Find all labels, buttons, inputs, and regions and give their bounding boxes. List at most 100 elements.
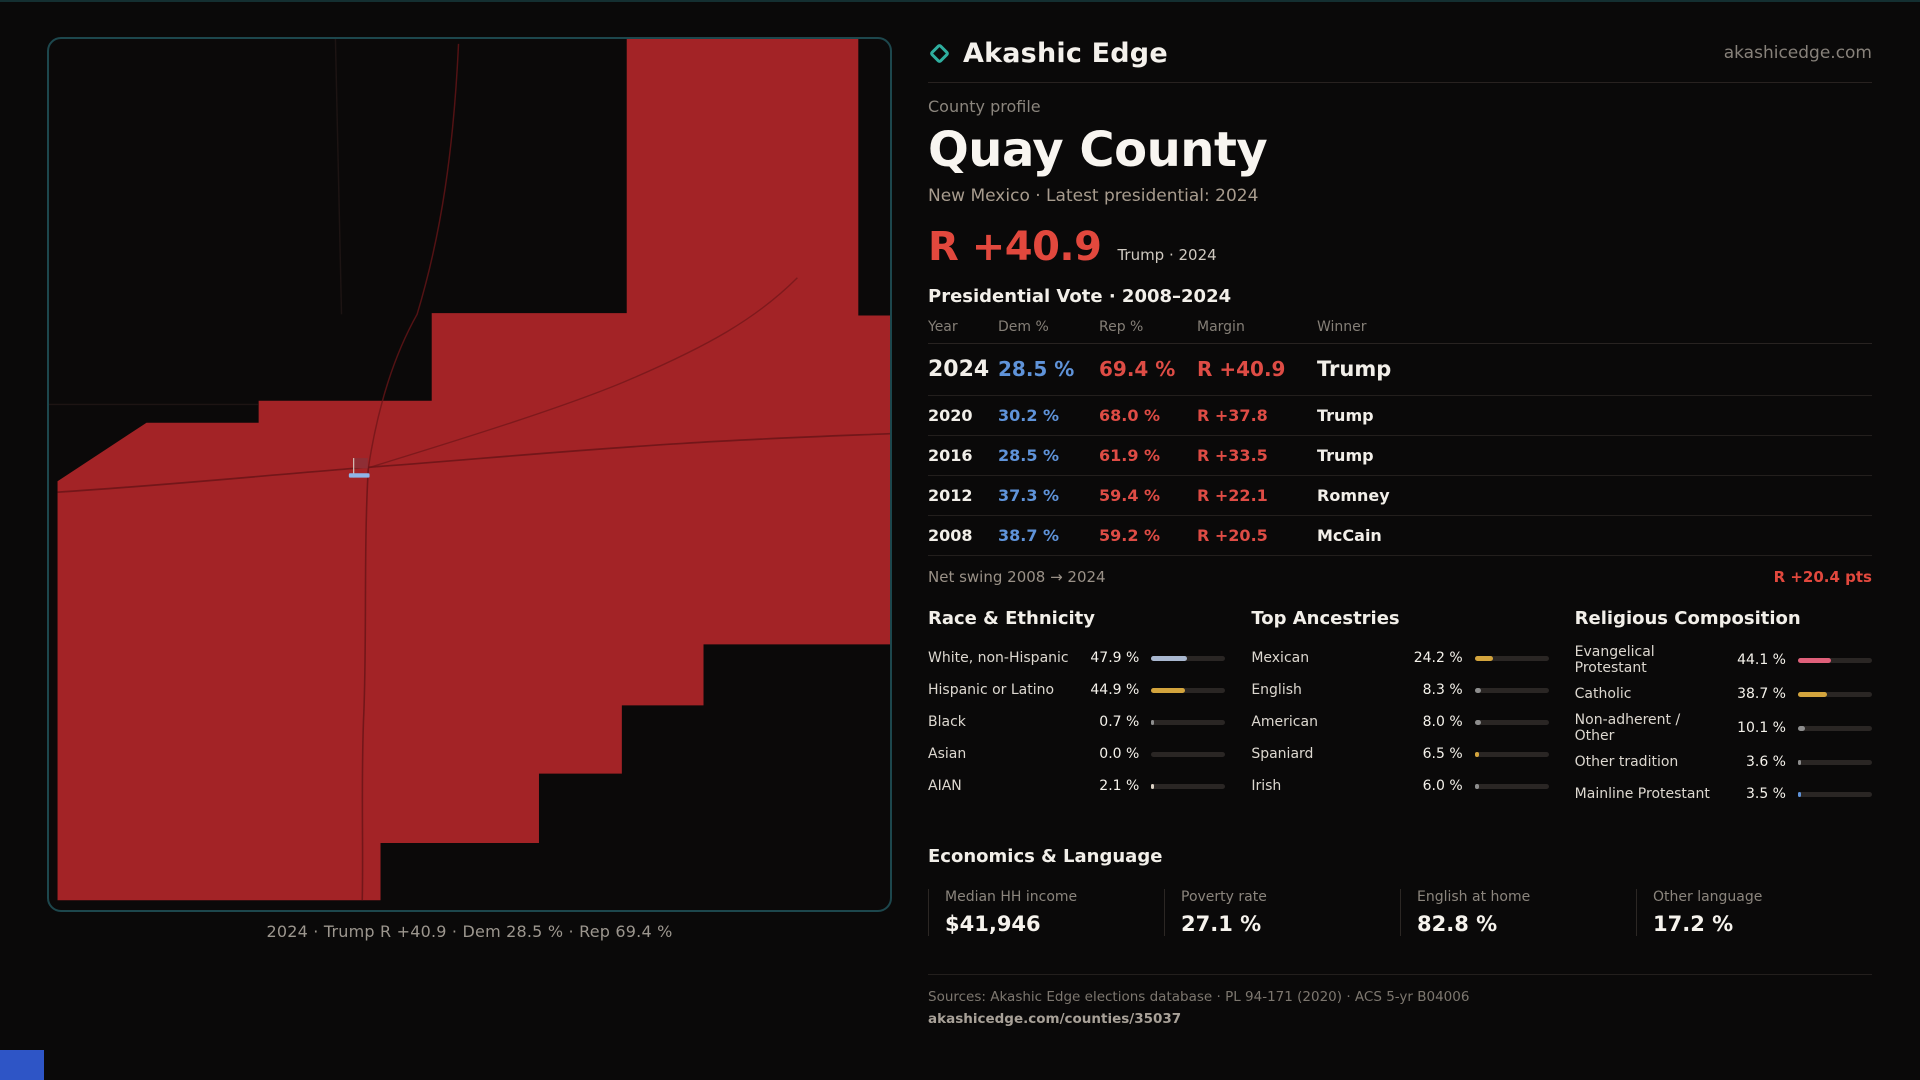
headline-margin-note: Trump · 2024 <box>1117 246 1217 264</box>
demo-bar-fill <box>1474 751 1480 757</box>
demo-bar <box>1474 783 1549 789</box>
stat: English at home 82.8 % <box>1400 889 1636 937</box>
demo-section-title: Top Ancestries <box>1251 608 1400 629</box>
demo-value: 3.6 % <box>1745 754 1786 771</box>
demo-value: 0.7 % <box>1099 714 1140 730</box>
economics-stats-row: Median HH income $41,946 Poverty rate 27.1 … <box>928 889 1872 937</box>
demo-row: White, non-Hispanic 47.9 % <box>928 642 1226 674</box>
demo-bar-fill <box>1798 691 1827 697</box>
stat-label: Median HH income <box>945 889 1078 906</box>
stat-label: Other language <box>1653 889 1763 906</box>
demo-bar <box>1151 751 1226 757</box>
county-map-frame <box>47 37 892 912</box>
vote-row-2024: 2024 28.5 % 69.4 % R +40.9 Trump <box>928 344 1872 396</box>
stat-label: English at home <box>1417 889 1531 906</box>
vote-table-header: Year Dem % Rep % Margin Winner <box>928 319 1872 344</box>
demo-label: Spaniard <box>1251 745 1314 762</box>
demo-row: Mainline Protestant 3.5 % <box>1575 778 1872 810</box>
vote-cell-winner: Trump <box>1317 406 1374 425</box>
demo-label: Mainline Protestant <box>1574 786 1710 803</box>
demo-label: English <box>1251 681 1302 698</box>
vote-cell-year: 2008 <box>928 526 973 545</box>
vote-cell-rep: 69.4 % <box>1099 357 1176 381</box>
net-swing-row: Net swing 2008 → 2024 R +20.4 pts <box>928 568 1872 586</box>
vote-cell-dem: 30.2 % <box>998 406 1060 425</box>
demo-row: AIAN 2.1 % <box>928 770 1226 802</box>
demo-value: 24.2 % <box>1413 650 1463 666</box>
vote-cell-rep: 68.0 % <box>1099 406 1161 425</box>
footer-permalink-link[interactable]: akashicedge.com/counties/35037 <box>928 1011 1182 1028</box>
vote-cell-rep: 59.2 % <box>1099 526 1161 545</box>
vote-cell-dem: 28.5 % <box>998 357 1075 381</box>
demo-section-title: Religious Composition <box>1574 608 1801 629</box>
vote-cell-winner: Trump <box>1317 446 1374 465</box>
demo-value: 44.1 % <box>1737 652 1786 669</box>
vote-table-body: 2024 28.5 % 69.4 % R +40.9 Trump 2020 30.2 % 68… <box>928 344 1872 556</box>
demo-value: 8.0 % <box>1422 714 1463 730</box>
brand-domain-link[interactable]: akashicedge.com <box>1723 43 1872 63</box>
net-swing-value: R +20.4 pts <box>1773 568 1872 586</box>
demo-value: 2.1 % <box>1099 778 1140 794</box>
headline-margin-value: R +40.9 <box>928 224 1102 270</box>
stat-value: 27.1 % <box>1181 912 1262 937</box>
panel-header: Akashic Edge akashicedge.com <box>928 36 1872 70</box>
demo-row: Mexican 24.2 % <box>1251 642 1549 674</box>
demo-bar-fill <box>1151 655 1187 661</box>
demo-label: Mexican <box>1251 649 1310 666</box>
demo-value: 3.5 % <box>1745 786 1786 803</box>
vote-row-2008: 2008 38.7 % 59.2 % R +20.5 McCain <box>928 516 1872 556</box>
stat-value: 17.2 % <box>1653 912 1734 937</box>
col-header-winner: Winner <box>1317 319 1367 335</box>
stat: Median HH income $41,946 <box>928 889 1164 937</box>
brand-diamond-icon <box>928 42 951 64</box>
stat-value: 82.8 % <box>1417 912 1498 937</box>
demo-bar <box>1474 719 1549 725</box>
panel-footer: Sources: Akashic Edge elections database… <box>928 974 1872 1027</box>
vote-row-2016: 2016 28.5 % 61.9 % R +33.5 Trump <box>928 436 1872 476</box>
demo-section: Top Ancestries Mexican 24.2 % English 8.3 % A… <box>1251 608 1549 810</box>
headline-margin-block: R +40.9 Trump · 2024 <box>928 224 1872 270</box>
demo-row: Spaniard 6.5 % <box>1251 738 1549 770</box>
vote-table-title: Presidential Vote · 2008–2024 <box>928 286 1232 307</box>
vote-cell-rep: 59.4 % <box>1099 486 1161 505</box>
demo-bar <box>1474 655 1549 661</box>
demo-row: Non-adherent / Other 10.1 % <box>1575 710 1872 746</box>
vote-cell-winner: Romney <box>1317 486 1390 505</box>
demo-label: Other tradition <box>1574 754 1679 771</box>
demo-label: Catholic <box>1574 686 1632 703</box>
demographics-grid: Race & Ethnicity White, non-Hispanic 47.9 … <box>928 608 1872 810</box>
demo-bar-fill <box>1798 759 1801 765</box>
stat: Other language 17.2 % <box>1636 889 1872 937</box>
stat-value: $41,946 <box>945 912 1041 937</box>
vote-row-2020: 2020 30.2 % 68.0 % R +37.8 Trump <box>928 396 1872 436</box>
demo-label: AIAN <box>928 777 962 794</box>
footer-sources: Sources: Akashic Edge elections database… <box>928 989 1470 1006</box>
col-header-year: Year <box>928 319 958 335</box>
map-caption: 2024 · Trump R +40.9 · Dem 28.5 % · Rep … <box>266 922 673 941</box>
demo-row: Hispanic or Latino 44.9 % <box>928 674 1226 706</box>
demo-bar <box>1798 691 1872 697</box>
road-line-east-west <box>57 432 890 494</box>
demo-bar <box>1151 719 1226 725</box>
county-subtitle: New Mexico · Latest presidential: 2024 <box>928 186 1259 206</box>
neighbor-boundary-line <box>334 39 343 315</box>
demo-bar <box>1798 791 1872 797</box>
county-profile-panel: Akashic Edge akashicedge.com County prof… <box>928 36 1872 1027</box>
vote-cell-margin: R +33.5 <box>1197 446 1268 465</box>
vote-cell-year: 2024 <box>928 357 990 382</box>
vote-cell-dem: 28.5 % <box>998 446 1060 465</box>
demo-value: 8.3 % <box>1422 682 1463 698</box>
brand-name: Akashic Edge <box>963 37 1168 69</box>
demo-bar <box>1151 687 1226 693</box>
demo-label: Evangelical Protestant <box>1574 644 1655 677</box>
road-line-south <box>361 467 370 901</box>
net-swing-label: Net swing 2008 → 2024 <box>928 568 1106 586</box>
stat: Poverty rate 27.1 % <box>1164 889 1400 937</box>
demo-label: American <box>1251 713 1318 730</box>
demo-bar-fill <box>1151 719 1154 725</box>
vote-row-2012: 2012 37.3 % 59.4 % R +22.1 Romney <box>928 476 1872 516</box>
demo-section-title: Race & Ethnicity <box>928 608 1095 629</box>
economics-title: Economics & Language <box>928 846 1163 868</box>
demo-row: Catholic 38.7 % <box>1575 678 1872 710</box>
vote-cell-dem: 37.3 % <box>998 486 1060 505</box>
